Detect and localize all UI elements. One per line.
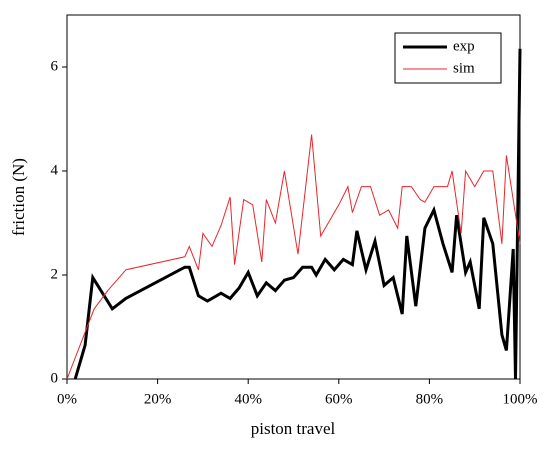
x-tick-label: 80% bbox=[416, 391, 444, 407]
legend-label: sim bbox=[453, 60, 475, 76]
x-tick-label: 40% bbox=[234, 391, 262, 407]
x-tick-label: 100% bbox=[503, 391, 538, 407]
plot-frame bbox=[66, 14, 521, 380]
x-tick-label: 20% bbox=[144, 391, 172, 407]
line-sim bbox=[66, 134, 521, 380]
y-tick-label: 4 bbox=[51, 162, 59, 178]
y-tick-label: 6 bbox=[51, 58, 59, 74]
y-tick-label: 2 bbox=[51, 266, 59, 282]
x-tick-label: 60% bbox=[325, 391, 353, 407]
line-exp bbox=[73, 48, 522, 380]
y-tick-label: 0 bbox=[51, 370, 59, 386]
legend-box bbox=[394, 32, 502, 84]
x-tick-label: 0% bbox=[57, 391, 77, 407]
y-axis-title: friction (N) bbox=[9, 158, 28, 236]
x-axis-title: piston travel bbox=[251, 419, 336, 438]
legend-label: exp bbox=[453, 38, 475, 54]
